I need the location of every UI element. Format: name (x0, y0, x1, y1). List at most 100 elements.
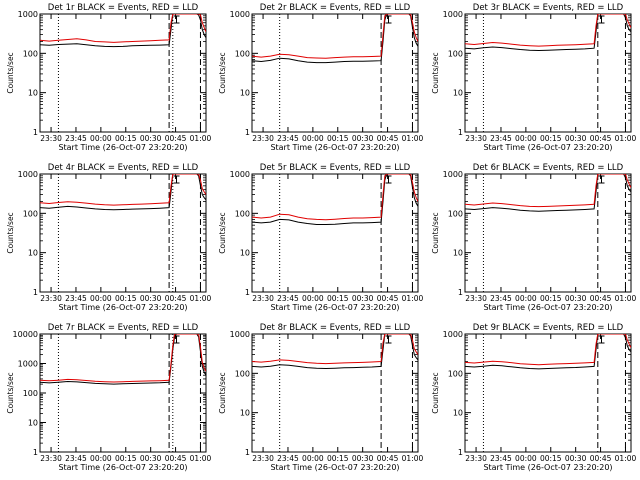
x-tick-label: 00:45 (377, 294, 399, 303)
lld-series-line (252, 174, 418, 221)
chart-panel-9: Det 9r BLACK = Events, RED = LLD 1 10 100 10… (431, 323, 636, 472)
plot-frame (251, 333, 419, 453)
x-axis-label: Start Time (26-Oct-07 23:20:20) (58, 143, 187, 152)
x-tick-label: 00:45 (165, 294, 187, 303)
y-tick-label: 1000 (230, 170, 250, 179)
y-axis-label: Counts/sec (6, 372, 15, 413)
y-axis-label: Counts/sec (218, 212, 227, 253)
events-series-line (40, 334, 206, 385)
chart-title: Det 3r BLACK = Events, RED = LLD (473, 3, 624, 13)
events-series-line (252, 174, 418, 225)
lld-series-line (40, 14, 206, 43)
y-tick-label: 100 (235, 369, 250, 378)
lld-series-line (465, 14, 631, 47)
x-tick-label: 23:45 (490, 454, 512, 463)
x-tick-label: 00:45 (590, 454, 612, 463)
y-tick-label: 1 (33, 288, 38, 297)
y-tick-label: 1 (33, 448, 38, 457)
y-tick-label: 1 (458, 288, 463, 297)
y-tick-label: 10 (453, 89, 463, 98)
chart-panel-6: Det 6r BLACK = Events, RED = LLD 1 10 100 10… (431, 163, 636, 312)
chart-panel-5: Det 5r BLACK = Events, RED = LLD 1 10 100 10… (218, 163, 423, 312)
y-tick-label: 100 (23, 389, 38, 398)
x-tick-label: 23:30 (40, 454, 62, 463)
y-tick-label: 10000 (13, 330, 38, 339)
y-tick-label: 1000 (230, 330, 250, 339)
x-tick-label: 00:30 (565, 454, 587, 463)
x-tick-label: 01:00 (402, 134, 424, 143)
y-tick-label: 1 (245, 288, 250, 297)
y-tick-label: 1000 (18, 10, 38, 19)
y-tick-label: 10 (240, 89, 250, 98)
x-tick-label: 00:30 (565, 294, 587, 303)
x-tick-label: 00:45 (590, 134, 612, 143)
x-tick-label: 00:30 (352, 294, 374, 303)
plot-frame (39, 173, 207, 293)
events-series-line (252, 14, 418, 64)
x-tick-label: 00:00 (302, 454, 324, 463)
x-tick-label: 00:00 (90, 134, 112, 143)
x-tick-label: 00:45 (377, 454, 399, 463)
x-tick-label: 00:30 (140, 294, 162, 303)
x-tick-label: 00:15 (540, 294, 562, 303)
y-tick-label: 1 (458, 128, 463, 137)
plot-frame (39, 13, 207, 133)
x-tick-label: 01:00 (615, 454, 637, 463)
x-tick-label: 01:00 (190, 134, 212, 143)
x-tick-label: 23:30 (252, 134, 274, 143)
x-tick-label: 01:00 (402, 454, 424, 463)
x-axis-label: Start Time (26-Oct-07 23:20:20) (270, 143, 399, 152)
y-tick-label: 100 (448, 49, 463, 58)
events-series-line (465, 14, 631, 52)
y-tick-label: 100 (448, 369, 463, 378)
x-axis-label: Start Time (26-Oct-07 23:20:20) (58, 303, 187, 312)
y-tick-label: 1 (245, 448, 250, 457)
chart-title: Det 9r BLACK = Events, RED = LLD (473, 323, 624, 333)
chart-panel-4: Det 4r BLACK = Events, RED = LLD 1 10 100 10… (6, 163, 211, 312)
y-axis-label: Counts/sec (6, 212, 15, 253)
x-tick-label: 01:00 (190, 294, 212, 303)
x-tick-label: 00:15 (327, 134, 349, 143)
x-tick-label: 23:30 (465, 294, 487, 303)
plot-frame (251, 13, 419, 133)
y-tick-label: 1000 (443, 170, 463, 179)
y-axis-label: Counts/sec (431, 52, 440, 93)
y-tick-label: 10 (453, 249, 463, 258)
y-tick-label: 10 (240, 249, 250, 258)
events-series-line (465, 334, 631, 370)
x-tick-label: 00:00 (302, 134, 324, 143)
chart-title: Det 6r BLACK = Events, RED = LLD (473, 163, 624, 173)
x-tick-label: 00:30 (140, 454, 162, 463)
x-tick-label: 01:00 (615, 294, 637, 303)
lld-series-line (465, 174, 631, 208)
x-tick-label: 00:30 (140, 134, 162, 143)
chart-panel-1: Det 1r BLACK = Events, RED = LLD 1 10 100 10… (6, 3, 211, 152)
x-tick-label: 23:30 (40, 294, 62, 303)
x-tick-label: 01:00 (615, 134, 637, 143)
x-tick-label: 23:45 (65, 294, 87, 303)
x-tick-label: 00:45 (165, 134, 187, 143)
x-tick-label: 01:00 (190, 454, 212, 463)
x-axis-label: Start Time (26-Oct-07 23:20:20) (270, 303, 399, 312)
x-axis-label: Start Time (26-Oct-07 23:20:20) (483, 303, 612, 312)
y-tick-label: 100 (235, 49, 250, 58)
y-tick-label: 1 (245, 128, 250, 137)
chart-panel-2: Det 2r BLACK = Events, RED = LLD 1 10 100 10… (218, 3, 423, 152)
y-tick-label: 1000 (443, 10, 463, 19)
y-tick-label: 1000 (18, 360, 38, 369)
plot-frame (464, 173, 632, 293)
y-tick-label: 100 (448, 209, 463, 218)
x-tick-label: 00:15 (540, 134, 562, 143)
x-tick-label: 23:30 (252, 454, 274, 463)
lld-series-line (252, 14, 418, 59)
x-axis-label: Start Time (26-Oct-07 23:20:20) (58, 463, 187, 472)
chart-title: Det 5r BLACK = Events, RED = LLD (260, 163, 411, 173)
y-tick-label: 1000 (18, 170, 38, 179)
x-tick-label: 23:30 (252, 294, 274, 303)
x-tick-label: 00:15 (115, 294, 137, 303)
chart-title: Det 7r BLACK = Events, RED = LLD (48, 323, 199, 333)
x-tick-label: 01:00 (402, 294, 424, 303)
x-tick-label: 23:30 (465, 454, 487, 463)
y-tick-label: 1 (33, 128, 38, 137)
